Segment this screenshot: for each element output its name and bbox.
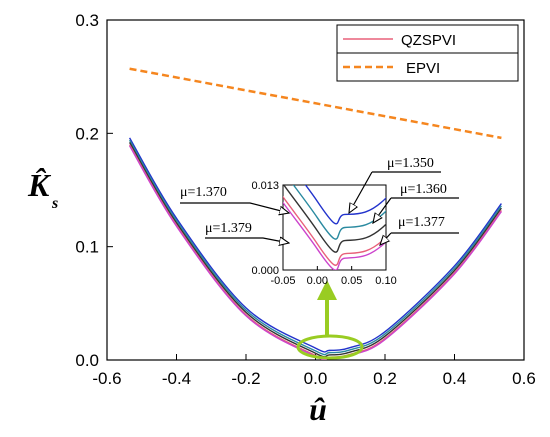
x-tick-label-0-4: 0.4 <box>443 369 467 388</box>
mu-pointer-1379 <box>205 238 289 243</box>
mu-pointer-1350 <box>349 171 441 213</box>
y-axis-label: K̂ <box>27 167 52 203</box>
inset-frame <box>282 184 387 271</box>
mu-annotations: μ=1.350 μ=1.360 μ=1.370 μ=1.377 μ=1.379 <box>180 156 459 245</box>
inset-y-tick-label-0-013: 0.013 <box>251 180 279 192</box>
x-tick-label-0-2: 0.2 <box>373 369 397 388</box>
x-tick-label-0-4: -0.4 <box>162 369 191 388</box>
mu-pointer-1370 <box>180 202 289 213</box>
inset-x-tick-label-0-05: -0.05 <box>270 275 295 287</box>
series-line-1-350 <box>128 137 502 353</box>
x-axis-label: û <box>309 391 327 427</box>
y-axis-label-group: K̂ s <box>27 167 58 212</box>
inset-x-tick-label-0-10: 0.10 <box>375 275 396 287</box>
mu-label-1377: μ=1.377 <box>398 215 445 230</box>
y-tick-label-0-1: 0.1 <box>75 238 99 257</box>
x-tick-label-0-6: -0.6 <box>92 369 121 388</box>
series-line-1-360 <box>128 139 502 356</box>
inset-series-line-1-370 <box>283 185 386 253</box>
inset-series-line-1-350 <box>304 185 386 225</box>
series-line-1-370 <box>128 142 502 358</box>
x-tick-label-0-2: -0.2 <box>231 369 260 388</box>
mu-pointer-1377 <box>380 232 459 245</box>
legend: QZSPVI EPVI <box>336 24 519 82</box>
mu-pointer-1360 <box>373 197 459 223</box>
series-line-epvi <box>129 67 502 140</box>
y-tick-label-0-3: 0.3 <box>75 11 99 30</box>
y-tick-label-0-2: 0.2 <box>75 124 99 143</box>
highlight-arrow-head <box>317 280 337 300</box>
x-tick-label-0-6: 0.6 <box>512 369 536 388</box>
legend-label-qzspvi: QZSPVI <box>401 32 456 49</box>
mu-label-1360: μ=1.360 <box>400 182 447 197</box>
mu-label-1370: μ=1.370 <box>180 185 227 200</box>
legend-label-epvi: EPVI <box>406 60 440 77</box>
inset-series-line-1-360 <box>292 185 386 240</box>
mu-label-1350: μ=1.350 <box>387 156 434 171</box>
x-tick-label-0-0: 0.0 <box>304 369 328 388</box>
inset-series-line-1-379 <box>283 201 386 270</box>
inset-x-tick-label-0-05: 0.05 <box>341 275 362 287</box>
y-axis-label-subscript: s <box>51 195 58 212</box>
inset-y-tick-label-0-000: 0.000 <box>251 265 279 277</box>
inset-series-line-1-377 <box>283 195 386 266</box>
mu-label-1379: μ=1.379 <box>205 221 252 236</box>
inset-x-tick-label-0-00: 0.00 <box>307 275 328 287</box>
y-tick-label-0-0: 0.0 <box>75 351 99 370</box>
highlight-ellipse <box>296 334 364 360</box>
